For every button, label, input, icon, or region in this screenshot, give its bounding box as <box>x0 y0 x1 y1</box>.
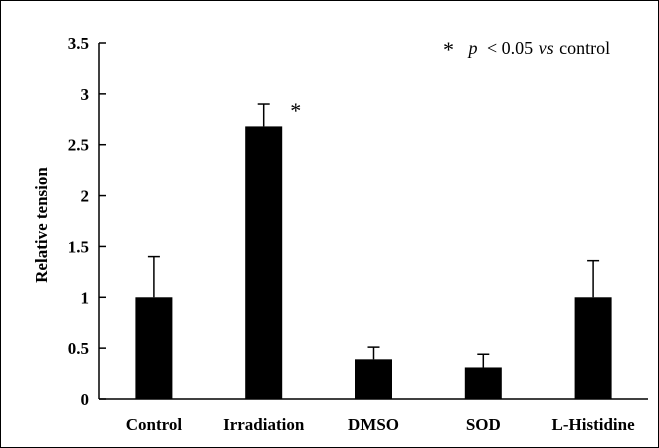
y-tick-label: 2.5 <box>68 136 89 155</box>
x-tick-label-sod: SOD <box>466 415 501 434</box>
bar-dmso <box>355 359 392 399</box>
x-tick-label-control: Control <box>126 415 183 434</box>
legend-threshold: < 0.05 <box>487 38 533 58</box>
significance-legend: * p < 0.05 vs control <box>443 37 610 62</box>
y-tick-label: 0.5 <box>68 339 89 358</box>
significance-mark-irradiation: * <box>290 98 301 123</box>
y-tick-label: 3 <box>81 85 90 104</box>
x-tick-label-l-histidine: L-Histidine <box>552 415 636 434</box>
bar-control <box>135 297 173 399</box>
chart-axes <box>98 43 648 400</box>
legend-asterisk: * <box>443 37 454 62</box>
y-tick-label: 3.5 <box>68 34 89 53</box>
legend-reference: control <box>559 38 610 58</box>
y-tick-label: 1.5 <box>68 237 89 256</box>
x-tick-label-irradiation: Irradiation <box>223 415 305 434</box>
y-tick-label: 0 <box>81 390 90 409</box>
y-tick-label: 1 <box>81 288 90 307</box>
bars: * <box>135 98 612 400</box>
bar-irradiation <box>245 126 283 400</box>
x-tick-label-dmso: DMSO <box>348 415 399 434</box>
y-ticks: 0 0.5 1 1.5 2 2.5 3 3.5 <box>68 34 106 409</box>
bar-l-histidine <box>574 297 612 399</box>
y-axis-label: Relative tension <box>32 167 51 283</box>
legend-p: p <box>467 38 478 58</box>
y-tick-label: 2 <box>81 187 90 206</box>
x-tick-labels: Control Irradiation DMSO SOD L-Histidine <box>126 415 635 434</box>
bar-sod <box>464 367 502 399</box>
legend-vs: vs <box>539 38 554 58</box>
